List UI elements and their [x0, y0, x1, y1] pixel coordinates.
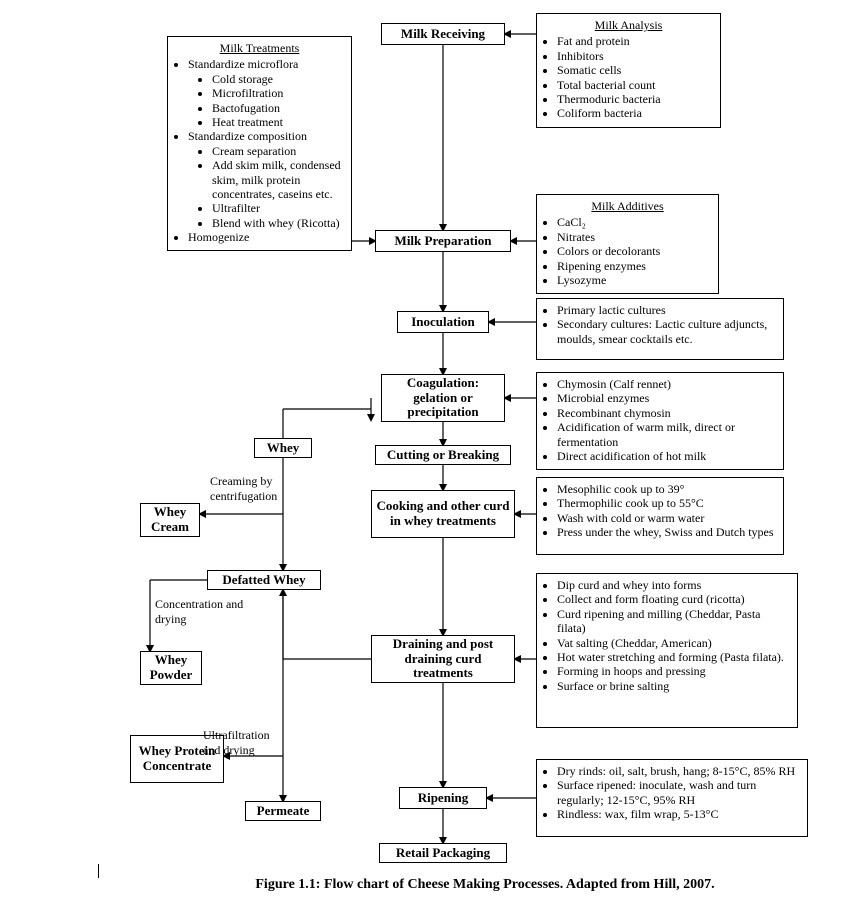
infobox-item: Dip curd and whey into forms — [557, 578, 789, 592]
node-cutting: Cutting or Breaking — [375, 445, 511, 465]
node-whey: Whey — [254, 438, 312, 458]
side-label-uf-dry: Ultrafiltration and drying — [203, 728, 283, 758]
infobox-milk-treatments: Milk TreatmentsStandardize microfloraCol… — [167, 36, 352, 251]
side-label-conc-dry: Concentration and drying — [155, 597, 245, 627]
node-label: Draining and post draining curd treatmen… — [376, 637, 510, 682]
infobox-item: Rindless: wax, film wrap, 5-13°C — [557, 807, 799, 821]
infobox-item: Press under the whey, Swiss and Dutch ty… — [557, 525, 775, 539]
infobox-item: Hot water stretching and forming (Pasta … — [557, 650, 789, 664]
node-draining: Draining and post draining curd treatmen… — [371, 635, 515, 683]
infobox-milk-additives: Milk Additives CaCl₂NitratesColors or dec… — [536, 194, 719, 294]
infobox-item: Thermoduric bacteria — [557, 92, 712, 106]
node-label: Ripening — [404, 791, 482, 806]
node-label: Cutting or Breaking — [380, 448, 506, 463]
node-label: Defatted Whey — [212, 573, 316, 588]
text-cursor — [98, 864, 99, 878]
node-label: Milk Receiving — [386, 27, 500, 42]
infobox-ripen-info: Dry rinds: oil, salt, brush, hang; 8-15°… — [536, 759, 808, 837]
node-label: Inoculation — [402, 315, 484, 330]
infobox-item: Primary lactic cultures — [557, 303, 775, 317]
infobox-item: Coliform bacteria — [557, 106, 712, 120]
infobox-item: Total bacterial count — [557, 78, 712, 92]
infobox-item: Chymosin (Calf rennet) — [557, 377, 775, 391]
infobox-item: Ripening enzymes — [557, 259, 710, 273]
node-retail: Retail Packaging — [379, 843, 507, 863]
flowchart-canvas: Milk Receiving Milk Preparation Inoculatio… — [0, 0, 845, 907]
node-defatted: Defatted Whey — [207, 570, 321, 590]
infobox-item: Colors or decolorants — [557, 244, 710, 258]
node-label: Whey Cream — [145, 505, 195, 535]
infobox-inoc-info: Primary lactic culturesSecondary culture… — [536, 298, 784, 360]
infobox-item: Dry rinds: oil, salt, brush, hang; 8-15°… — [557, 764, 799, 778]
node-cooking: Cooking and other curd in whey treatment… — [371, 490, 515, 538]
infobox-item: Collect and form floating curd (ricotta) — [557, 592, 789, 606]
infobox-title: Milk Additives — [545, 199, 710, 213]
node-label: Whey Powder — [145, 653, 197, 683]
infobox-item: Thermophilic cook up to 55°C — [557, 496, 775, 510]
node-label: Cooking and other curd in whey treatment… — [376, 499, 510, 529]
infobox-item: Somatic cells — [557, 63, 712, 77]
node-ripening: Ripening — [399, 787, 487, 809]
infobox-item: Lysozyme — [557, 273, 710, 287]
infobox-item: Recombinant chymosin — [557, 406, 775, 420]
infobox-item: Wash with cold or warm water — [557, 511, 775, 525]
infobox-item: Direct acidification of hot milk — [557, 449, 775, 463]
node-permeate: Permeate — [245, 801, 321, 821]
figure-caption: Figure 1.1: Flow chart of Cheese Making … — [190, 877, 780, 893]
infobox-item: Microbial enzymes — [557, 391, 775, 405]
infobox-item: Curd ripening and milling (Cheddar, Past… — [557, 607, 789, 636]
node-label: Retail Packaging — [384, 846, 502, 861]
node-coagulation: Coagulation: gelation or precipitation — [381, 374, 505, 422]
node-label: Permeate — [250, 804, 316, 819]
infobox-item: Vat salting (Cheddar, American) — [557, 636, 789, 650]
infobox-milk-analysis: Milk Analysis Fat and proteinInhibitorsSo… — [536, 13, 721, 128]
node-label: Whey — [259, 441, 307, 456]
node-label: Milk Preparation — [380, 234, 506, 249]
infobox-item: Surface or brine salting — [557, 679, 789, 693]
node-inoculation: Inoculation — [397, 311, 489, 333]
infobox-coag-info: Chymosin (Calf rennet)Microbial enzymesR… — [536, 372, 784, 470]
node-milk-receiving: Milk Receiving — [381, 23, 505, 45]
infobox-drain-info: Dip curd and whey into formsCollect and … — [536, 573, 798, 728]
infobox-item: CaCl₂ — [557, 215, 710, 229]
infobox-cook-info: Mesophilic cook up to 39°Thermophilic co… — [536, 477, 784, 555]
infobox-item: Nitrates — [557, 230, 710, 244]
node-whey-cream: Whey Cream — [140, 503, 200, 537]
node-milk-preparation: Milk Preparation — [375, 230, 511, 252]
node-label: Coagulation: gelation or precipitation — [386, 376, 500, 421]
infobox-title: Milk Analysis — [545, 18, 712, 32]
infobox-item: Inhibitors — [557, 49, 712, 63]
node-whey-powder: Whey Powder — [140, 651, 202, 685]
infobox-item: Secondary cultures: Lactic culture adjun… — [557, 317, 775, 346]
infobox-item: Mesophilic cook up to 39° — [557, 482, 775, 496]
infobox-item: Forming in hoops and pressing — [557, 664, 789, 678]
infobox-item: Surface ripened: inoculate, wash and tur… — [557, 778, 799, 807]
side-label-creaming: Creaming by centrifugation — [210, 474, 300, 504]
infobox-item: Fat and protein — [557, 34, 712, 48]
infobox-item: Acidification of warm milk, direct or fe… — [557, 420, 775, 449]
